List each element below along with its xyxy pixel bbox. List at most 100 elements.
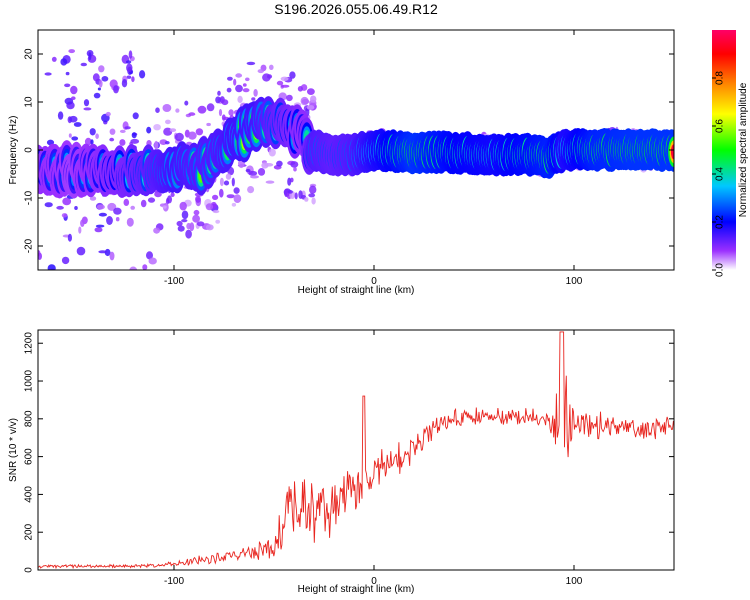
heatmap-noise-blob xyxy=(98,79,103,88)
heatmap-noise-blob xyxy=(105,111,111,117)
heatmap-noise-blob xyxy=(245,77,250,82)
heatmap-noise-blob xyxy=(154,191,162,198)
heatmap-noise-blob xyxy=(115,217,120,222)
y-tick-label: 600 xyxy=(24,448,35,465)
heatmap-noise-blob xyxy=(89,128,96,136)
heatmap-noise-blob xyxy=(43,279,52,282)
heatmap-noise-blob xyxy=(250,175,259,179)
heatmap-noise-blob xyxy=(235,84,243,93)
heatmap-noise-blob xyxy=(68,133,72,138)
heatmap-noise-blob xyxy=(237,95,243,103)
heatmap-noise-blob xyxy=(223,180,230,186)
heatmap-noise-blob xyxy=(228,109,234,116)
colorbar-tick-label: 0.8 xyxy=(715,71,726,85)
heatmap-noise-blob xyxy=(68,49,75,54)
y-tick-label: -10 xyxy=(24,190,35,205)
heatmap-noise-blob xyxy=(251,97,256,101)
heatmap-noise-blob xyxy=(176,220,183,227)
heatmap-noise-blob xyxy=(268,148,276,157)
heatmap-noise-blob xyxy=(235,73,243,78)
heatmap-noise-blob xyxy=(98,250,107,254)
heatmap-noise-blob xyxy=(133,270,138,273)
heatmap-noise-blob xyxy=(119,129,126,133)
heatmap-noise-blob xyxy=(90,139,94,145)
heatmap-noise-blob xyxy=(92,73,100,82)
heatmap-noise-blob xyxy=(181,219,188,223)
heatmap-noise-blob xyxy=(167,195,172,204)
heatmap-noise-blob xyxy=(101,76,109,82)
heatmap-noise-blob xyxy=(219,177,224,187)
heatmap-noise-blob xyxy=(70,85,78,95)
heatmap-noise-blob xyxy=(83,107,92,111)
heatmap-noise-blob xyxy=(154,140,159,150)
heatmap-noise-blob xyxy=(132,112,139,120)
snr-series-line xyxy=(38,331,674,570)
heatmap-noise-blob xyxy=(98,65,105,73)
heatmap-noise-blob xyxy=(165,119,171,125)
heatmap-noise-blob xyxy=(306,105,315,110)
heatmap-noise-blob xyxy=(128,50,133,59)
snr-plot xyxy=(38,331,674,570)
heatmap-noise-blob xyxy=(51,56,57,62)
heatmap-noise-blob xyxy=(131,76,135,83)
heatmap-noise-blob xyxy=(110,281,116,287)
heatmap-noise-blob xyxy=(139,70,146,79)
heatmap-noise-blob xyxy=(193,209,200,216)
heatmap-noise-blob xyxy=(264,163,274,167)
heatmap-noise-blob xyxy=(83,99,90,107)
heatmap-noise-blob xyxy=(155,107,160,113)
heatmap-noise-blob xyxy=(71,136,79,141)
heatmap-noise-blob xyxy=(231,202,237,207)
heatmap-noise-blob xyxy=(147,197,156,203)
heatmap-noise-blob xyxy=(276,80,284,86)
y-tick-label: 400 xyxy=(24,486,35,503)
heatmap-noise-blob xyxy=(304,197,309,202)
heatmap-noise-blob xyxy=(88,52,92,61)
y-tick-label: 10 xyxy=(24,96,35,108)
heatmap-noise-blob xyxy=(206,103,215,112)
heatmap-noise-blob xyxy=(227,76,233,81)
heatmap-noise-blob xyxy=(269,64,274,71)
heatmap-noise-blob xyxy=(219,188,224,198)
heatmap-noise-blob xyxy=(164,141,170,145)
heatmap-noise-blob xyxy=(74,206,78,210)
heatmap-noise-blob xyxy=(280,76,289,82)
heatmap-noise-blob xyxy=(195,195,201,203)
heatmap-noise-blob xyxy=(131,132,137,139)
heatmap-noise-blob xyxy=(301,98,310,105)
heatmap-noise-blob xyxy=(177,225,185,232)
heatmap-noise-blob xyxy=(57,111,64,120)
heatmap-noise-blob xyxy=(125,60,132,64)
heatmap-noise-blob xyxy=(225,173,232,180)
heatmap-noise-blob xyxy=(93,92,101,99)
heatmap-noise-blob xyxy=(185,229,192,239)
heatmap-noise-blob xyxy=(246,61,256,66)
heatmap-noise-blob xyxy=(186,222,192,230)
heatmap-noise-blob xyxy=(38,275,45,282)
colorbar-tick-label: 0.2 xyxy=(715,215,726,229)
heatmap-noise-blob xyxy=(188,112,196,116)
heatmap-noise-blob xyxy=(97,87,101,91)
heatmap-noise-blob xyxy=(153,227,161,234)
heatmap-noise-blob xyxy=(242,83,247,87)
heatmap-noise-blob xyxy=(60,58,68,66)
heatmap-noise-blob xyxy=(130,205,135,210)
y-tick-label: 800 xyxy=(24,410,35,427)
heatmap-noise-blob xyxy=(96,204,105,210)
x-tick-label: -100 xyxy=(164,276,184,287)
heatmap-noise-blob xyxy=(126,63,133,73)
heatmap-noise-blob xyxy=(126,217,134,227)
heatmap-noise-blob xyxy=(286,94,293,102)
snr-y-ticks: 0 200 400 600 800 1000 1200 xyxy=(24,332,674,573)
heatmap-noise-blob xyxy=(215,96,221,104)
colorbar-label: Normalized spectral amplitude xyxy=(738,82,749,217)
heatmap-noise-blob xyxy=(289,71,296,79)
heatmap-noise-blob xyxy=(162,104,172,112)
heatmap-noise-blob xyxy=(218,109,223,117)
heatmap-noise-blob xyxy=(107,202,117,211)
heatmap-noise-blob xyxy=(109,251,115,261)
chart-title: S196.2026.055.06.49.R12 xyxy=(274,1,438,17)
heatmap-ridge-cell xyxy=(670,144,674,160)
